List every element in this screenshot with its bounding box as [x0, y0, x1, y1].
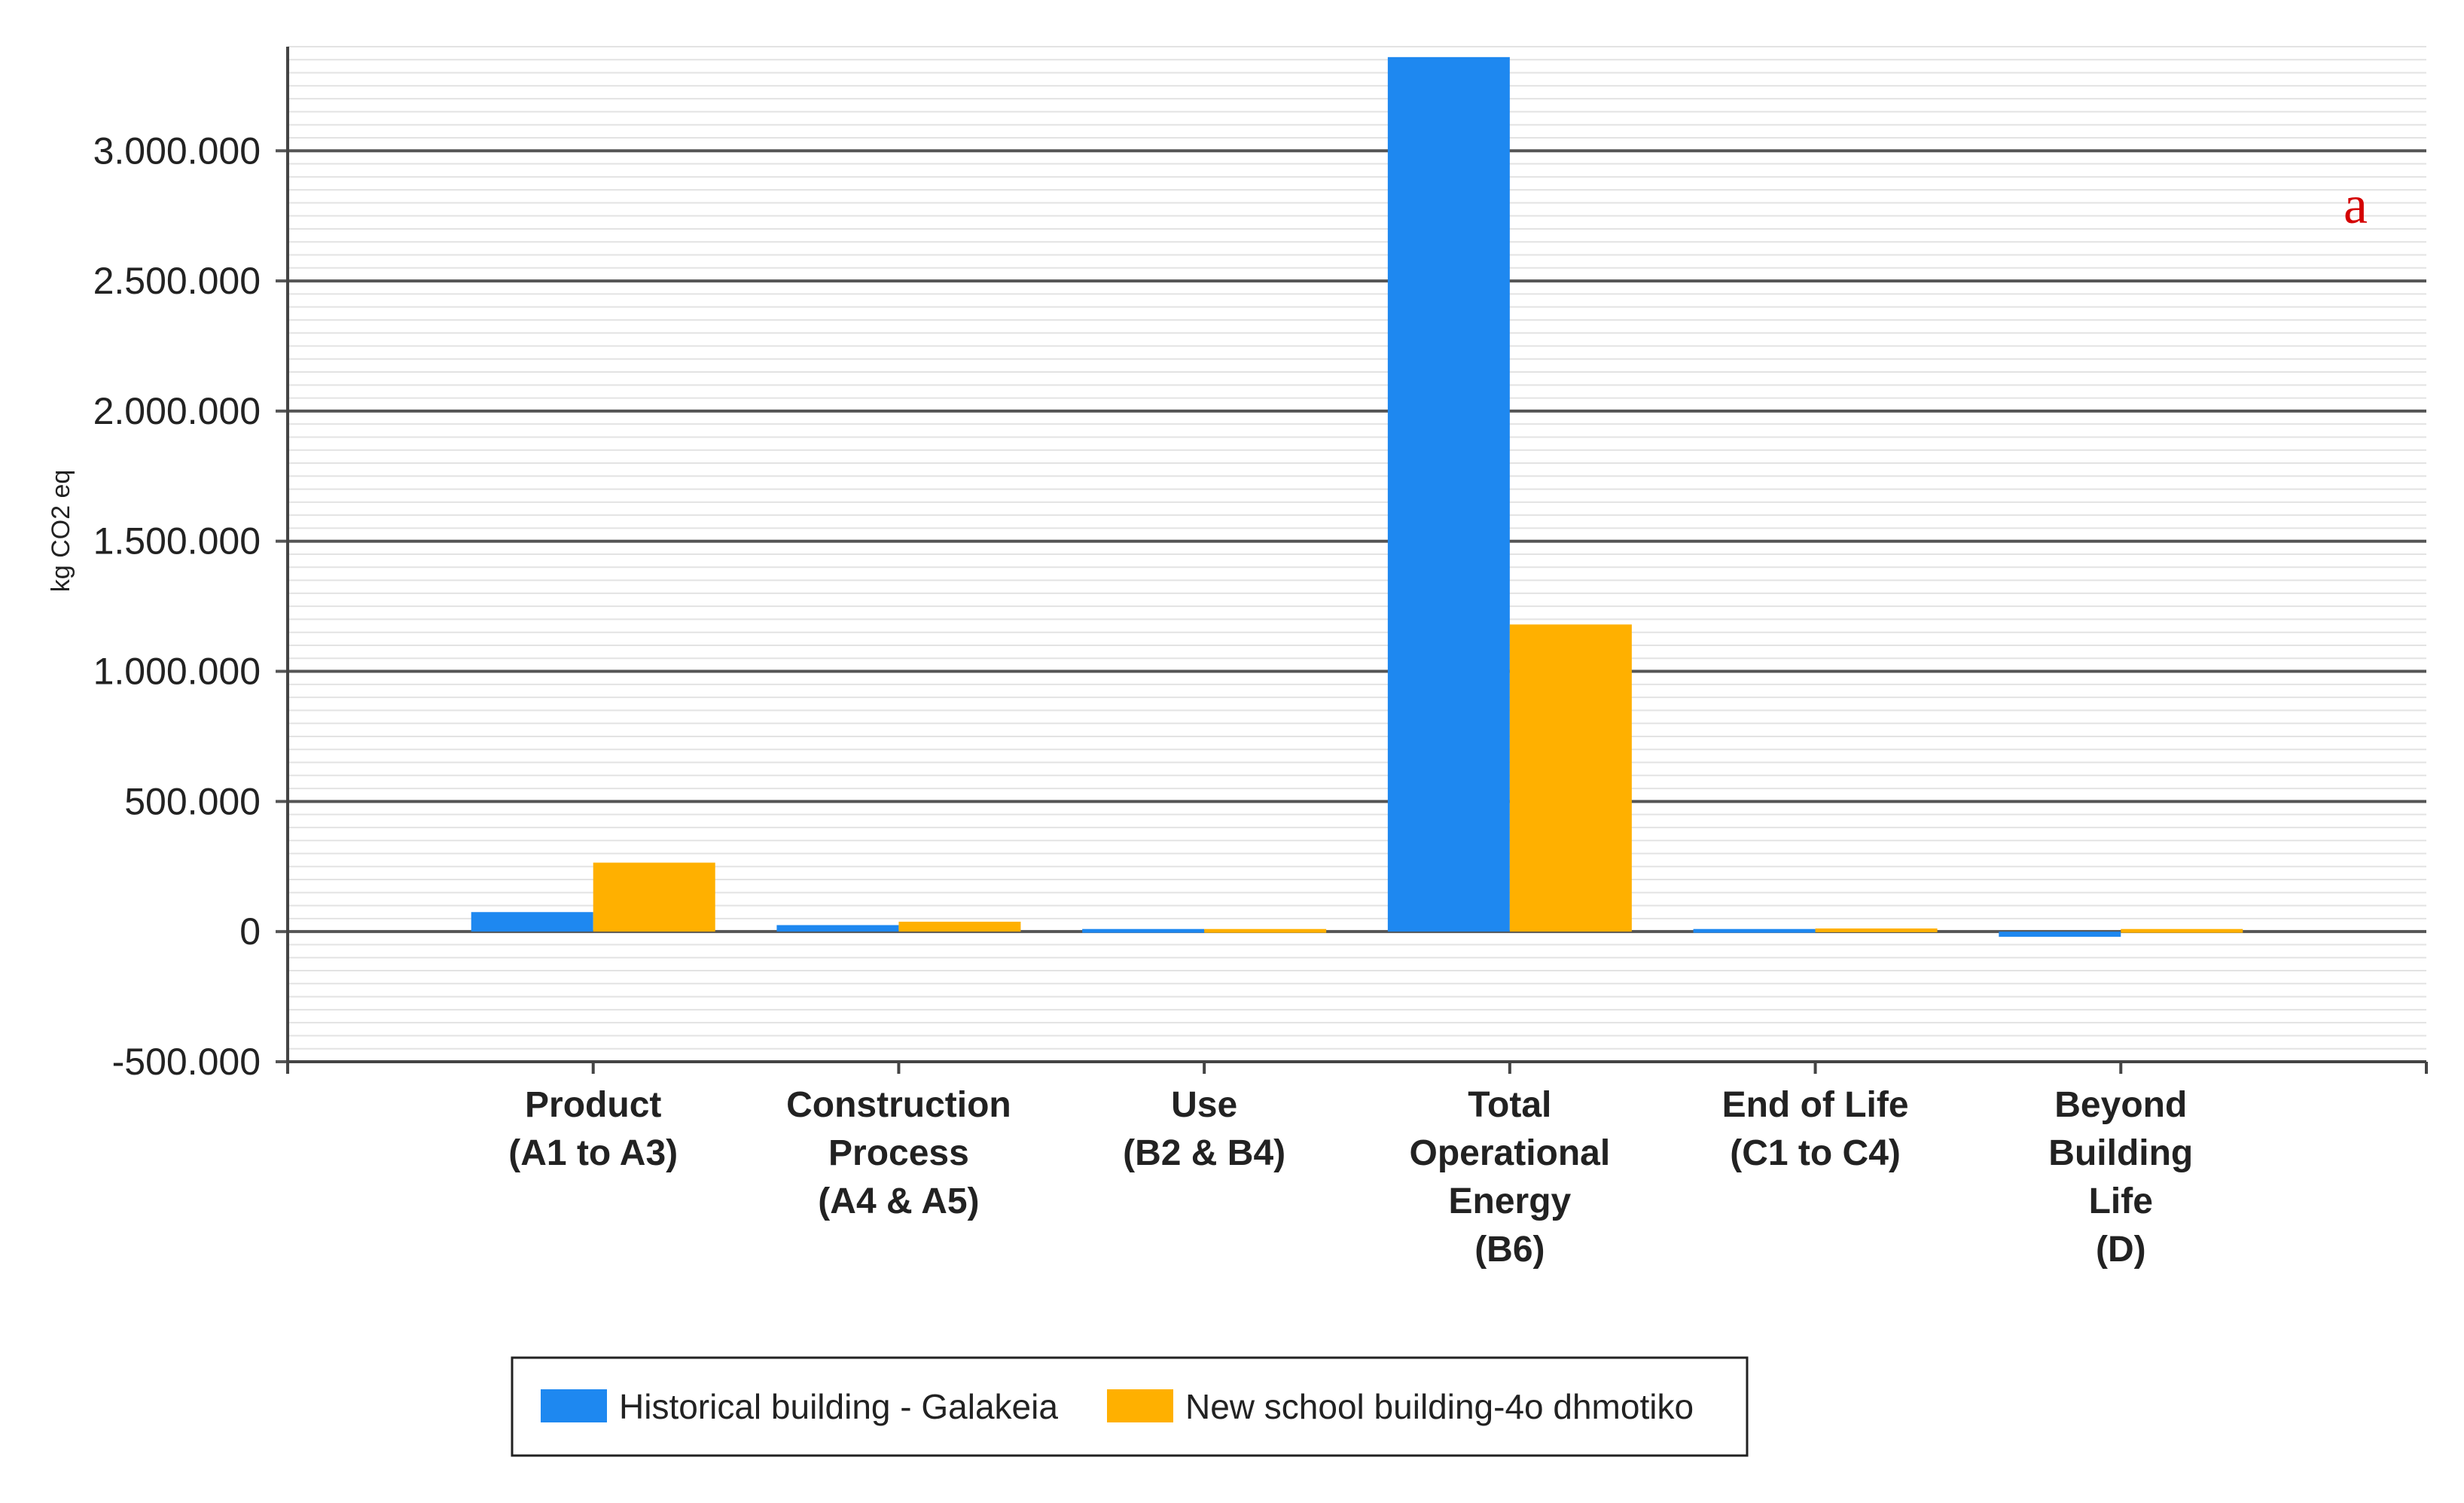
- bar-new-school-end-of-life: [1815, 928, 1938, 933]
- x-tick-label-product: Product (A1 to A3): [508, 1085, 678, 1173]
- legend: Historical building - Galakeia New schoo…: [511, 1356, 1749, 1457]
- panel-label: a: [2344, 175, 2368, 235]
- legend-swatch-new-school: [1107, 1389, 1173, 1422]
- bar-new-school-operational: [1509, 624, 1632, 932]
- bar-historical-end-of-life: [1693, 928, 1816, 933]
- bar-historical-beyond: [1999, 931, 2121, 937]
- y-tick-label: 2.500.000: [93, 260, 261, 302]
- y-axis-title: kg CO2 eq: [47, 470, 75, 593]
- bar-new-school-construction: [898, 922, 1021, 932]
- y-tick-label: 1.000.000: [93, 651, 261, 693]
- legend-label-new-school: New school building-4o dhmotiko: [1185, 1387, 1694, 1426]
- bar-new-school-use: [1204, 928, 1327, 933]
- bar-new-school-product: [593, 862, 715, 932]
- x-axis-labels: Product (A1 to A3) Construction Process (A4 …: [508, 1062, 2428, 1270]
- bar-new-school-beyond: [2121, 928, 2243, 933]
- x-tick-label-operational: Total Operational Energy (B6): [1409, 1085, 1610, 1270]
- x-tick-label-construction: Construction Process (A4 & A5): [786, 1085, 1011, 1221]
- bar-historical-operational: [1387, 56, 1510, 932]
- y-axis-ticks: -500.000 0 500.000 1.000.000 1.500.000 2.000.…: [93, 130, 288, 1083]
- y-tick-label: 1.500.000: [93, 520, 261, 562]
- legend-label-historical: Historical building - Galakeia: [619, 1387, 1058, 1426]
- x-tick-label-beyond: Beyond Building Life (D): [2048, 1085, 2193, 1270]
- y-tick-label: 0: [239, 910, 261, 953]
- bar-historical-construction: [776, 925, 899, 932]
- bar-historical-use: [1082, 928, 1205, 933]
- legend-swatch-historical: [541, 1389, 607, 1422]
- axes: [286, 47, 2426, 1074]
- bar-historical-product: [471, 912, 593, 932]
- y-tick-label: 3.000.000: [93, 130, 261, 172]
- bars: [471, 56, 2243, 937]
- y-tick-label: -500.000: [112, 1041, 261, 1083]
- y-tick-label: 2.000.000: [93, 390, 261, 432]
- x-tick-label-end-of-life: End of Life (C1 to C4): [1722, 1085, 1909, 1173]
- x-tick-label-use: Use (B2 & B4): [1123, 1085, 1285, 1173]
- y-tick-label: 500.000: [124, 780, 261, 822]
